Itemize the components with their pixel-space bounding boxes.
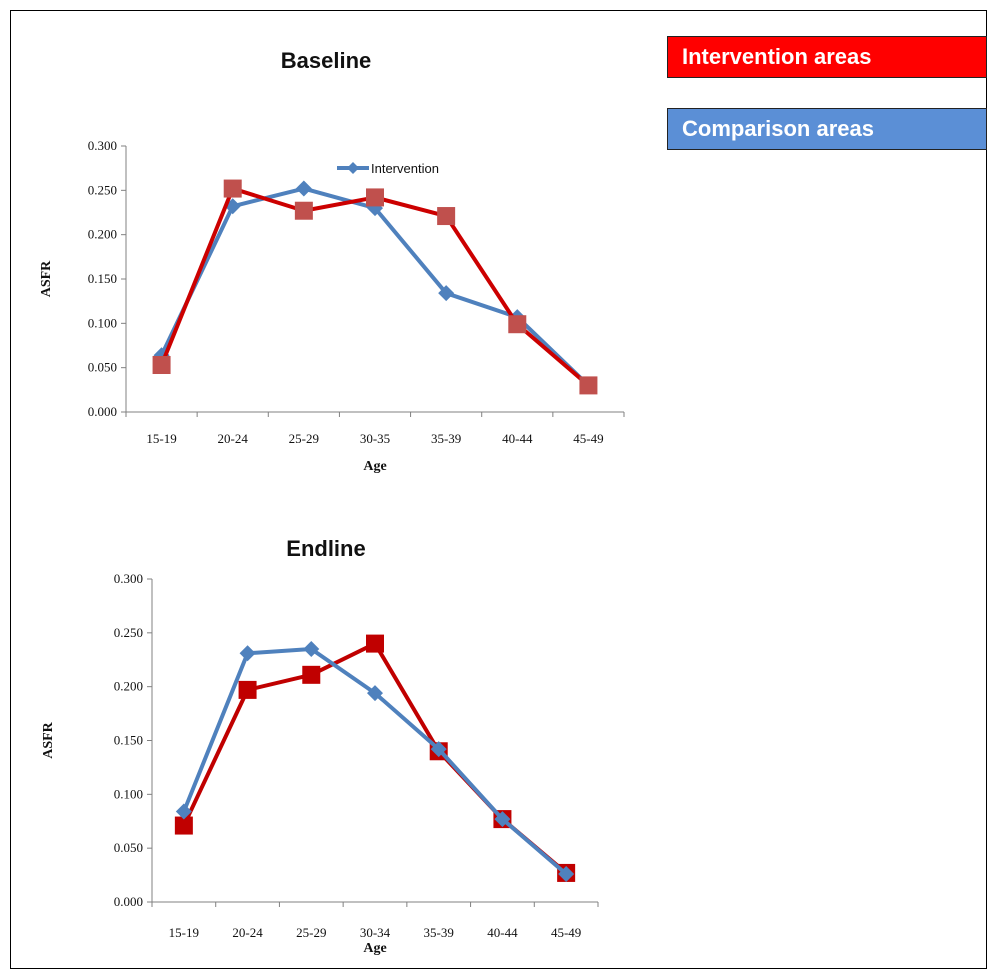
series-line-0: [159, 186, 590, 387]
x-tick-label: 15-19: [169, 925, 199, 940]
data-point-diamond: [430, 741, 447, 758]
x-tick-label: 25-29: [296, 925, 326, 940]
y-tick-label: 0.000: [114, 894, 143, 909]
data-point-square: [223, 179, 242, 198]
data-point-diamond: [295, 180, 312, 197]
data-point-square: [437, 207, 456, 226]
data-point-diamond: [494, 811, 511, 828]
y-tick-label: 0.150: [114, 733, 143, 748]
data-point-square: [508, 315, 527, 334]
data-point-diamond: [438, 285, 455, 302]
y-tick-label: 0.050: [88, 360, 117, 375]
y-tick-label: 0.300: [114, 571, 143, 586]
figure-frame: [10, 10, 987, 969]
data-point-square: [366, 634, 384, 653]
y-tick-label: 0.250: [114, 625, 143, 640]
inline-legend-label: Intervention: [371, 161, 439, 176]
chart-title: Baseline: [281, 48, 372, 73]
x-tick-label: 15-19: [146, 431, 176, 446]
y-tick-label: 0.200: [88, 227, 117, 242]
y-tick-label: 0.250: [88, 182, 117, 197]
x-tick-label: 40-44: [502, 431, 533, 446]
x-tick-label: 40-44: [487, 925, 518, 940]
data-point-square: [238, 680, 257, 699]
data-point-square: [294, 201, 313, 220]
x-tick-label: 25-29: [289, 431, 319, 446]
x-tick-label: 35-39: [424, 925, 454, 940]
x-axis-label: Age: [363, 459, 386, 474]
x-tick-label: 30-34: [360, 925, 391, 940]
x-tick-label: 20-24: [218, 431, 249, 446]
legend-intervention-areas-label: Intervention areas: [682, 44, 872, 69]
endline-chart: Endline 0.000 0.050 0.100 0.150 0.200 0.250 0.3…: [41, 536, 599, 956]
data-point-square: [302, 665, 321, 684]
chart-title: Endline: [286, 536, 365, 561]
x-tick-label: 45-49: [573, 431, 603, 446]
baseline-chart: Baseline 0.000 0.050 0.100 0.150 0.200 0.250 0.…: [39, 48, 625, 474]
x-tick-label: 20-24: [232, 925, 263, 940]
y-axis-label: ASFR: [39, 260, 54, 297]
data-point-diamond: [367, 685, 383, 702]
y-tick-label: 0.200: [114, 679, 143, 694]
y-axis-label: ASFR: [41, 721, 56, 758]
data-point-square: [366, 188, 384, 207]
x-tick-label: 45-49: [551, 925, 581, 940]
data-point-diamond: [303, 640, 320, 657]
legend-intervention-areas: Intervention areas: [667, 36, 987, 78]
data-point-square: [579, 376, 598, 395]
data-point-square: [174, 816, 193, 835]
x-tick-label: 30-35: [360, 431, 390, 446]
series-line-0: [182, 641, 568, 875]
x-tick-label: 35-39: [431, 431, 461, 446]
data-point-diamond: [558, 866, 575, 883]
y-tick-label: 0.100: [88, 315, 117, 330]
y-tick-label: 0.100: [114, 786, 143, 801]
legend-comparison-areas-label: Comparison areas: [682, 116, 874, 141]
x-axis-label: Age: [363, 941, 386, 956]
inline-legend-marker: [347, 162, 359, 174]
data-point-diamond: [175, 803, 192, 820]
legend-comparison-areas: Comparison areas: [667, 108, 987, 150]
y-tick-label: 0.150: [88, 271, 117, 286]
y-tick-label: 0.000: [88, 404, 117, 419]
data-point-diamond: [239, 645, 256, 662]
data-point-square: [152, 356, 171, 375]
y-tick-label: 0.050: [114, 840, 143, 855]
y-tick-label: 0.300: [88, 138, 117, 153]
